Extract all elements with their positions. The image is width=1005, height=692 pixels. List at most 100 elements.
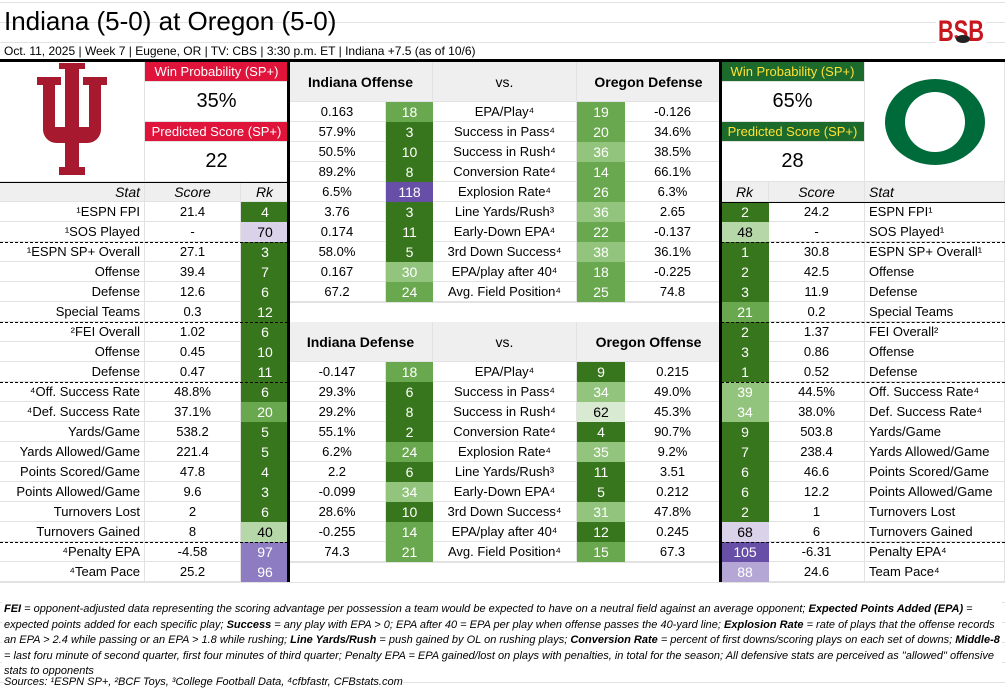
rank-cell: 3 bbox=[721, 282, 769, 302]
rank-cell: 11 bbox=[241, 362, 289, 382]
stat-label: ⁴Team Pace bbox=[0, 562, 145, 582]
stat-score: 0.45 bbox=[145, 342, 241, 362]
stat-label: Off. Success Rate⁴ bbox=[865, 382, 1005, 402]
stat-score: 21.4 bbox=[145, 202, 241, 222]
stat-score: -4.58 bbox=[145, 542, 241, 562]
rank-cell: 18 bbox=[386, 102, 433, 122]
rank-cell: 36 bbox=[577, 202, 625, 222]
rank-cell: 6 bbox=[241, 382, 289, 402]
section-divider bbox=[0, 542, 288, 543]
stat-label: SOS Played¹ bbox=[865, 222, 1005, 242]
definitions-note: FEI = opponent-adjusted data representin… bbox=[2, 601, 1002, 681]
col-header-score: Score bbox=[769, 182, 865, 202]
matchup-right-value: 3.51 bbox=[625, 462, 721, 482]
matchup-metric-label: Success in Pass⁴ bbox=[433, 382, 577, 402]
matchup-metric-label: Success in Rush⁴ bbox=[433, 402, 577, 422]
term: Success bbox=[226, 618, 272, 631]
term: Conversion Rate bbox=[570, 634, 658, 646]
stat-score: 0.52 bbox=[769, 362, 865, 382]
stat-score: 37.1% bbox=[145, 402, 241, 422]
rank-cell: 2 bbox=[386, 422, 433, 442]
rank-cell: 4 bbox=[577, 422, 625, 442]
rank-cell: 5 bbox=[386, 242, 433, 262]
section-divider bbox=[721, 382, 1005, 383]
matchup-left-title: Indiana Offense bbox=[289, 62, 433, 102]
stat-score: 12.6 bbox=[145, 282, 241, 302]
stat-score: 503.8 bbox=[769, 422, 865, 442]
matchup-vs: vs. bbox=[433, 62, 577, 102]
stat-label: Defense bbox=[865, 282, 1005, 302]
matchup-right-value: 2.65 bbox=[625, 202, 721, 222]
matchup-right-value: 6.3% bbox=[625, 182, 721, 202]
rank-cell: 5 bbox=[577, 482, 625, 502]
stat-label: ⁴Off. Success Rate bbox=[0, 382, 145, 402]
rank-cell: 4 bbox=[241, 202, 289, 222]
indiana-pred-label: Predicted Score (SP+) bbox=[145, 122, 289, 142]
rank-cell: 14 bbox=[577, 162, 625, 182]
matchup-right-value: 90.7% bbox=[625, 422, 721, 442]
matchup-left-value: 67.2 bbox=[289, 282, 386, 302]
term: Explosion Rate bbox=[724, 618, 804, 631]
stat-label: Yards Allowed/Game bbox=[0, 442, 145, 462]
matchup-left-value: 89.2% bbox=[289, 162, 386, 182]
stat-label: ²FEI Overall bbox=[0, 322, 145, 342]
matchup-left-value: 0.163 bbox=[289, 102, 386, 122]
stat-score: 6 bbox=[769, 522, 865, 542]
matchup-left-value: -0.099 bbox=[289, 482, 386, 502]
rank-cell: 15 bbox=[577, 542, 625, 562]
matchup-right-value: 0.245 bbox=[625, 522, 721, 542]
definition: = percent of first downs/scoring plays o… bbox=[657, 634, 956, 646]
stat-label: Yards Allowed/Game bbox=[865, 442, 1005, 462]
rank-cell: 48 bbox=[721, 222, 769, 242]
rank-cell: 20 bbox=[577, 122, 625, 142]
col-header-stat: Stat bbox=[0, 182, 145, 202]
rank-cell: 11 bbox=[577, 462, 625, 482]
rank-cell: 9 bbox=[721, 422, 769, 442]
stat-label: ⁴Penalty EPA bbox=[0, 542, 145, 562]
matchup-left-value: 6.5% bbox=[289, 182, 386, 202]
rank-cell: 1 bbox=[721, 362, 769, 382]
stat-score: 0.86 bbox=[769, 342, 865, 362]
matchup-left-value: 28.6% bbox=[289, 502, 386, 522]
matchup-left-value: 0.174 bbox=[289, 222, 386, 242]
term: Expected Points Added (EPA) bbox=[808, 603, 964, 615]
matchup-left-value: -0.147 bbox=[289, 362, 386, 382]
definition: = opponent-adjusted data representing th… bbox=[21, 603, 809, 615]
matchup-metric-label: Line Yards/Rush³ bbox=[433, 202, 577, 222]
term: Middle-8 bbox=[955, 634, 1000, 646]
stat-label: Special Teams bbox=[0, 302, 145, 322]
rank-cell: 2 bbox=[721, 322, 769, 342]
rank-cell: 2 bbox=[721, 202, 769, 222]
matchup-left-value: 29.3% bbox=[289, 382, 386, 402]
stat-label: Points Scored/Game bbox=[865, 462, 1005, 482]
stat-label: Offense bbox=[0, 342, 145, 362]
stat-score: 0.2 bbox=[769, 302, 865, 322]
definition: = push gained by OL on rushing plays; bbox=[376, 634, 571, 646]
rank-cell: 3 bbox=[241, 242, 289, 262]
matchup-left-value: 29.2% bbox=[289, 402, 386, 422]
definition: = rate of plays that the offense records… bbox=[4, 618, 995, 647]
rank-cell: 24 bbox=[386, 442, 433, 462]
oregon-pred-score: 28 bbox=[721, 142, 865, 182]
section-divider bbox=[721, 322, 1005, 323]
matchup-metric-label: Conversion Rate⁴ bbox=[433, 422, 577, 442]
stat-score: 2 bbox=[145, 502, 241, 522]
rank-cell: 6 bbox=[386, 462, 433, 482]
rank-cell: 4 bbox=[241, 462, 289, 482]
matchup-right-title: Oregon Offense bbox=[577, 322, 721, 362]
stat-score: 8 bbox=[145, 522, 241, 542]
matchup-left-value: 6.2% bbox=[289, 442, 386, 462]
rank-cell: 62 bbox=[577, 402, 625, 422]
stat-label: Team Pace⁴ bbox=[865, 562, 1005, 582]
rank-cell: 68 bbox=[721, 522, 769, 542]
stat-label: Penalty EPA⁴ bbox=[865, 542, 1005, 562]
stat-label: Points Allowed/Game bbox=[865, 482, 1005, 502]
rank-cell: 35 bbox=[577, 442, 625, 462]
stat-score: 44.5% bbox=[769, 382, 865, 402]
stat-label: ¹ESPN FPI bbox=[0, 202, 145, 222]
rank-cell: 10 bbox=[241, 342, 289, 362]
sources-note: Sources: ¹ESPN SP+, ²BCF Toys, ³College … bbox=[4, 676, 403, 688]
rank-cell: 5 bbox=[241, 422, 289, 442]
stat-label: ¹ESPN SP+ Overall bbox=[0, 242, 145, 262]
rank-cell: 2 bbox=[721, 262, 769, 282]
